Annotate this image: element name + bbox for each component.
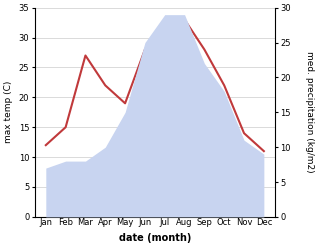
Y-axis label: med. precipitation (kg/m2): med. precipitation (kg/m2) xyxy=(305,51,314,173)
Y-axis label: max temp (C): max temp (C) xyxy=(4,81,13,144)
X-axis label: date (month): date (month) xyxy=(119,233,191,243)
